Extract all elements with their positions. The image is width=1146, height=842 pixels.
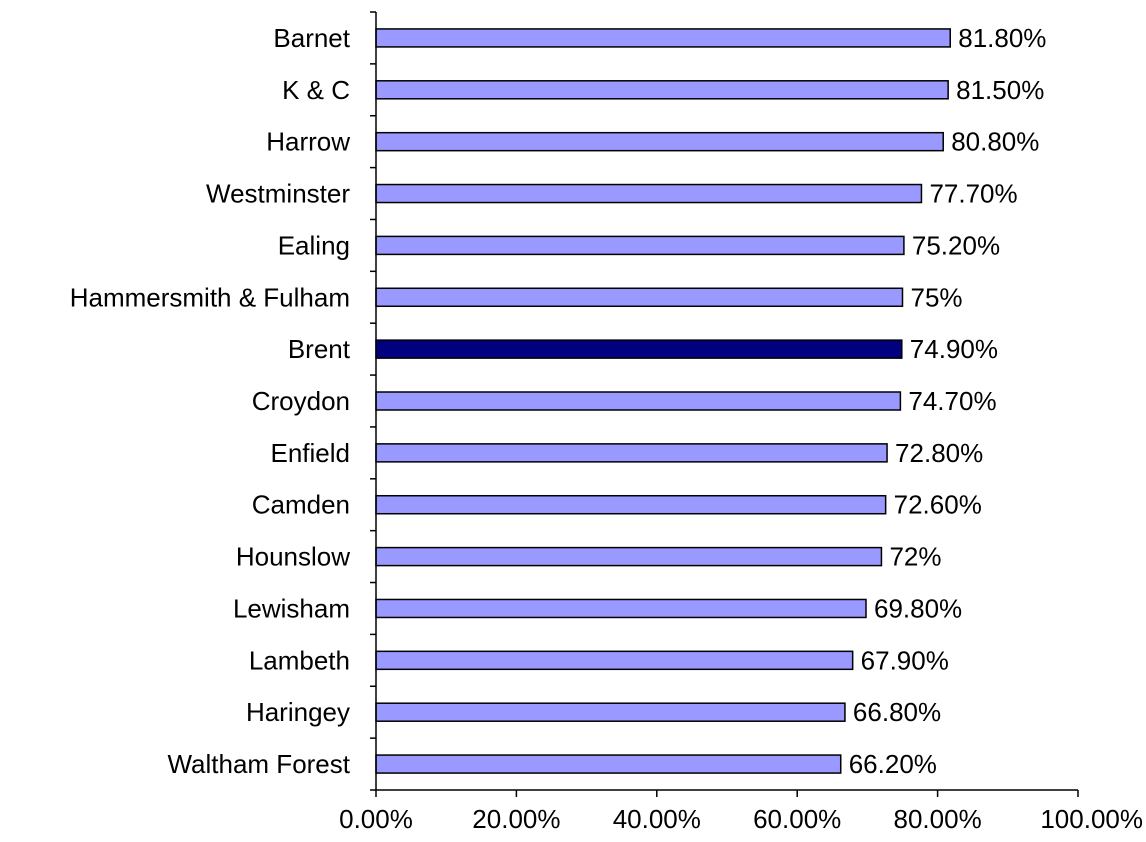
bar-lambeth	[375, 650, 854, 671]
bar-k-c	[375, 80, 949, 100]
category-label: Camden	[252, 490, 350, 520]
data-label: 77.70%	[929, 179, 1017, 209]
data-label: 69.80%	[874, 593, 962, 623]
bar-harrow	[375, 131, 944, 152]
axes-group	[370, 11, 1079, 797]
bar-hounslow	[375, 546, 883, 567]
x-tick-label: 0.00%	[339, 804, 413, 834]
data-label: 74.70%	[908, 386, 996, 416]
category-label: Croydon	[252, 386, 350, 416]
x-tick-label: 20.00%	[472, 804, 560, 834]
x-tick-label: 100.00%	[1040, 804, 1143, 834]
category-label: Haringey	[246, 697, 350, 727]
data-label: 72.60%	[894, 490, 982, 520]
bar-haringey	[375, 702, 846, 722]
category-label: Waltham Forest	[167, 749, 350, 779]
category-label: Ealing	[278, 230, 350, 260]
category-label: Enfield	[271, 438, 351, 468]
data-label: 66.80%	[853, 697, 941, 727]
x-tick-label: 80.00%	[894, 804, 982, 834]
data-label: 72.80%	[895, 438, 983, 468]
bar-hammersmith-fulham	[375, 287, 904, 308]
bar-brent	[375, 339, 903, 359]
category-label: Lewisham	[233, 593, 350, 623]
data-label: 66.20%	[849, 749, 937, 779]
bar-lewisham	[375, 598, 867, 619]
category-label: Lambeth	[249, 645, 350, 675]
x-tick-label: 40.00%	[613, 804, 701, 834]
data-label: 75.20%	[912, 230, 1000, 260]
category-label: Hounslow	[236, 542, 350, 572]
category-label: Hammersmith & Fulham	[70, 282, 350, 312]
category-label: K & C	[282, 75, 350, 105]
data-label: 67.90%	[861, 645, 949, 675]
category-label: Westminster	[206, 179, 350, 209]
category-label: Harrow	[266, 127, 350, 157]
bar-waltham-forest	[375, 754, 842, 774]
labels-group: Barnet 81.80% K & C 81.50% Harrow 80.80% Westm…	[70, 23, 1143, 834]
category-label: Brent	[288, 334, 351, 364]
bar-westminster	[375, 183, 923, 204]
bar-camden	[375, 494, 887, 515]
data-label: 75%	[911, 282, 963, 312]
data-label: 81.80%	[958, 23, 1046, 53]
bar-croydon	[375, 391, 902, 411]
data-label: 74.90%	[910, 334, 998, 364]
data-label: 81.50%	[956, 75, 1044, 105]
category-label: Barnet	[273, 23, 350, 53]
data-label: 80.80%	[951, 127, 1039, 157]
x-tick-label: 60.00%	[753, 804, 841, 834]
data-label: 72%	[889, 542, 941, 572]
bar-enfield	[375, 443, 888, 463]
bar-barnet	[375, 28, 951, 48]
bar-ealing	[375, 235, 905, 256]
